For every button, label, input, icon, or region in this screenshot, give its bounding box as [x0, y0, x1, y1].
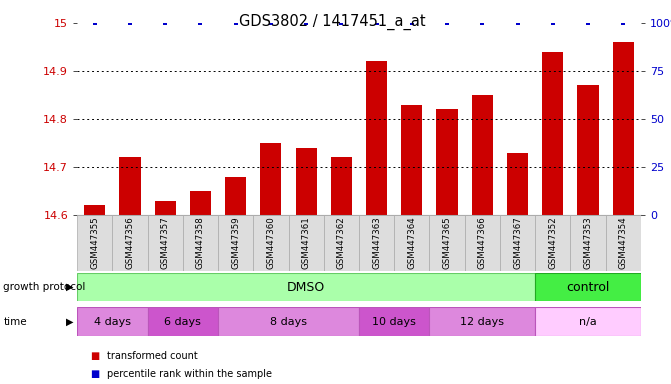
Text: GSM447365: GSM447365	[443, 217, 452, 270]
Text: growth protocol: growth protocol	[3, 282, 86, 292]
Bar	[472, 95, 493, 215]
Bar	[85, 205, 105, 215]
Text: GSM447353: GSM447353	[584, 217, 592, 270]
Text: DMSO: DMSO	[287, 281, 325, 293]
Text: GSM447359: GSM447359	[231, 217, 240, 269]
Text: GSM447352: GSM447352	[548, 217, 557, 270]
Bar	[500, 215, 535, 271]
Text: transformed count: transformed count	[107, 351, 198, 361]
Bar	[254, 215, 289, 271]
Text: GSM447357: GSM447357	[161, 217, 170, 270]
Bar	[429, 215, 464, 271]
Bar	[323, 215, 359, 271]
Bar	[77, 273, 535, 301]
Text: GSM447361: GSM447361	[302, 217, 311, 270]
Text: time: time	[3, 316, 27, 327]
Bar	[77, 215, 113, 271]
Text: n/a: n/a	[579, 316, 597, 327]
Text: ■: ■	[91, 369, 100, 379]
Bar	[359, 215, 395, 271]
Bar	[296, 148, 317, 215]
Bar	[464, 215, 500, 271]
Text: GSM447358: GSM447358	[196, 217, 205, 270]
Text: GDS3802 / 1417451_a_at: GDS3802 / 1417451_a_at	[239, 13, 425, 30]
Text: GSM447367: GSM447367	[513, 217, 522, 270]
Bar	[113, 215, 148, 271]
Text: ■: ■	[91, 351, 100, 361]
Bar	[183, 215, 218, 271]
Text: GSM447360: GSM447360	[266, 217, 275, 270]
Text: GSM447354: GSM447354	[619, 217, 627, 270]
Text: GSM447356: GSM447356	[125, 217, 134, 270]
Bar	[394, 215, 429, 271]
Bar	[570, 215, 605, 271]
Bar	[154, 200, 176, 215]
Bar	[190, 191, 211, 215]
Text: ▶: ▶	[66, 316, 74, 327]
Text: 8 days: 8 days	[270, 316, 307, 327]
Bar	[535, 307, 641, 336]
Bar	[218, 307, 359, 336]
Bar	[359, 307, 429, 336]
Bar	[613, 42, 633, 215]
Bar	[542, 52, 563, 215]
Text: GSM447362: GSM447362	[337, 217, 346, 270]
Text: 6 days: 6 days	[164, 316, 201, 327]
Text: ▶: ▶	[66, 282, 74, 292]
Text: 12 days: 12 days	[460, 316, 505, 327]
Text: GSM447366: GSM447366	[478, 217, 486, 270]
Text: GSM447355: GSM447355	[91, 217, 99, 270]
Text: 4 days: 4 days	[94, 316, 131, 327]
Text: control: control	[566, 281, 610, 293]
Bar	[507, 152, 528, 215]
Bar	[225, 177, 246, 215]
Bar	[605, 215, 641, 271]
Bar	[77, 307, 148, 336]
Text: percentile rank within the sample: percentile rank within the sample	[107, 369, 272, 379]
Bar	[535, 273, 641, 301]
Bar	[577, 85, 599, 215]
Bar	[260, 143, 282, 215]
Bar	[429, 307, 535, 336]
Bar	[148, 307, 218, 336]
Bar	[148, 215, 183, 271]
Bar	[535, 215, 570, 271]
Bar	[331, 157, 352, 215]
Bar	[436, 109, 458, 215]
Text: GSM447364: GSM447364	[407, 217, 416, 270]
Bar	[401, 104, 423, 215]
Bar	[119, 157, 141, 215]
Text: 10 days: 10 days	[372, 316, 416, 327]
Text: GSM447363: GSM447363	[372, 217, 381, 270]
Bar	[366, 61, 387, 215]
Bar	[289, 215, 323, 271]
Bar	[218, 215, 253, 271]
